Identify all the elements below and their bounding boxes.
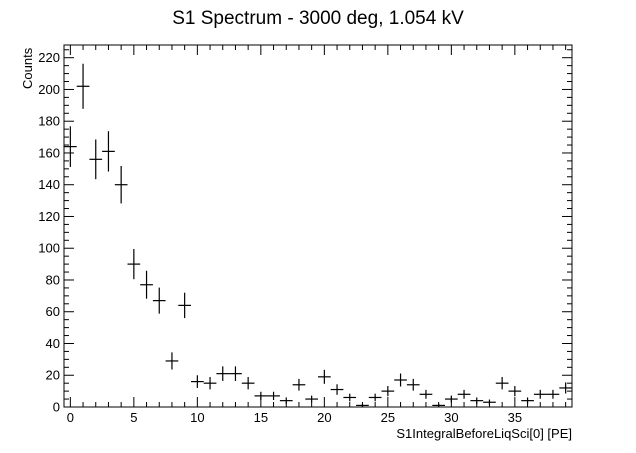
data-points xyxy=(64,63,572,407)
data-point xyxy=(470,397,484,404)
y-tick-label: 220 xyxy=(38,50,60,65)
data-point xyxy=(381,386,395,397)
y-axis-label: Counts xyxy=(20,47,35,89)
y-tick-label: 200 xyxy=(38,82,60,97)
data-point xyxy=(508,386,522,397)
y-axis: 0 20 40 60 80 100 120 140 160 180 200 220 xyxy=(38,49,572,415)
data-point xyxy=(457,389,471,399)
data-point xyxy=(178,292,191,319)
x-tick-label: 35 xyxy=(508,410,522,425)
data-point xyxy=(241,376,255,390)
x-tick-label: 30 xyxy=(444,410,458,425)
data-point xyxy=(419,389,433,399)
x-tick-label: 5 xyxy=(130,410,137,425)
y-tick-label: 40 xyxy=(46,336,60,351)
data-point xyxy=(445,395,458,403)
y-tick-label: 0 xyxy=(53,400,60,415)
x-axis-label: S1IntegralBeforeLiqSci[0] [PE] xyxy=(396,426,572,441)
data-point xyxy=(279,397,293,404)
data-point xyxy=(152,287,166,314)
y-tick-label: 160 xyxy=(38,145,60,160)
y-tick-label: 140 xyxy=(38,177,60,192)
y-tick-label: 60 xyxy=(46,304,60,319)
data-point xyxy=(267,391,280,401)
data-point xyxy=(140,270,153,299)
plot-frame xyxy=(63,44,573,408)
x-tick-label: 15 xyxy=(254,410,268,425)
x-tick-label: 25 xyxy=(381,410,395,425)
x-axis: 0 5 10 15 20 25 30 35 xyxy=(67,45,567,425)
data-point xyxy=(330,384,344,395)
data-point xyxy=(292,378,306,391)
data-point xyxy=(305,395,318,403)
data-point xyxy=(318,369,331,384)
x-tick-label: 0 xyxy=(67,410,74,425)
chart-title: S1 Spectrum - 3000 deg, 1.054 kV xyxy=(172,8,464,29)
y-tick-label: 80 xyxy=(46,272,60,287)
data-point xyxy=(394,373,407,387)
data-point xyxy=(432,403,445,407)
data-point xyxy=(165,352,179,370)
data-point xyxy=(76,63,90,109)
data-point xyxy=(343,393,357,402)
y-tick-label: 180 xyxy=(38,114,60,129)
data-point xyxy=(356,403,369,407)
data-point xyxy=(368,393,382,402)
data-point xyxy=(483,399,496,405)
data-point xyxy=(89,139,103,180)
data-point xyxy=(559,382,572,394)
data-point xyxy=(127,249,141,280)
data-point xyxy=(495,376,509,390)
data-point xyxy=(406,378,420,391)
data-point xyxy=(191,375,204,388)
data-point xyxy=(533,389,547,399)
data-point xyxy=(254,391,268,401)
y-tick-label: 120 xyxy=(38,209,60,224)
x-tick-label: 10 xyxy=(190,410,204,425)
y-tick-label: 20 xyxy=(46,368,60,383)
data-point xyxy=(546,389,560,399)
data-point xyxy=(229,366,242,381)
data-point xyxy=(521,397,534,404)
data-point xyxy=(64,126,77,167)
data-point xyxy=(102,131,115,172)
x-tick-label: 20 xyxy=(317,410,331,425)
data-point xyxy=(114,165,128,204)
data-point xyxy=(216,366,230,381)
y-tick-label: 100 xyxy=(38,241,60,256)
data-point xyxy=(203,376,217,390)
